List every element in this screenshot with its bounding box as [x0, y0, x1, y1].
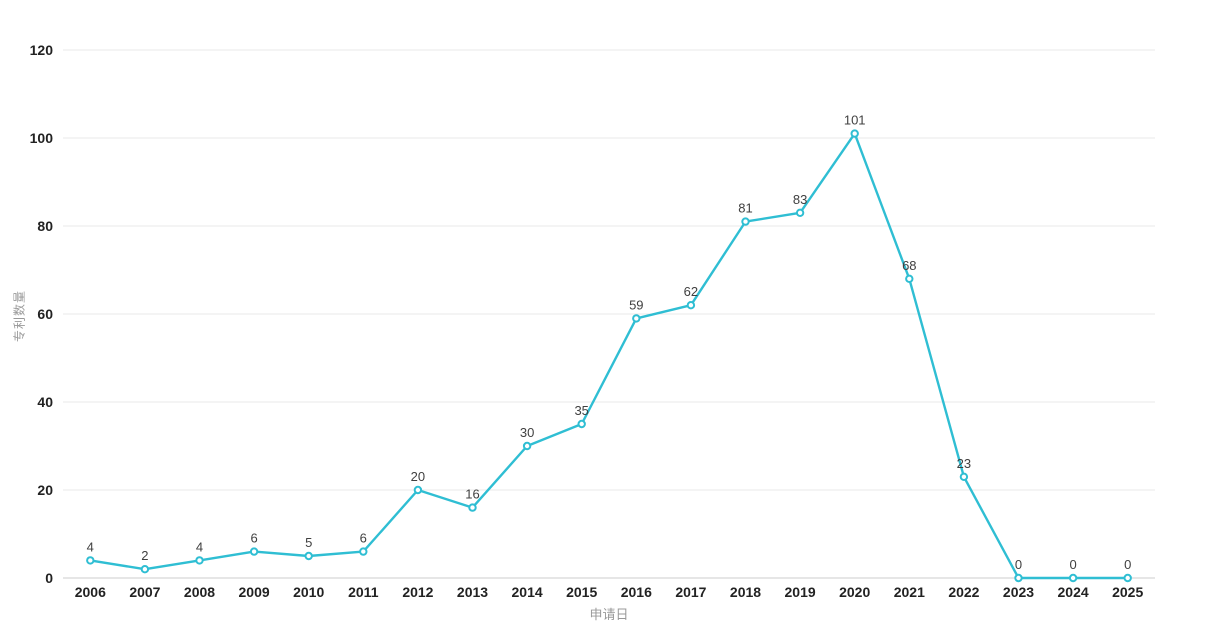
data-point-label: 81 [738, 201, 752, 216]
data-point-label: 23 [957, 456, 971, 471]
data-point-marker[interactable] [686, 301, 696, 310]
data-point-marker[interactable] [905, 274, 914, 283]
x-tick-label: 2018 [730, 584, 761, 600]
x-tick-label: 2011 [348, 584, 379, 600]
data-point-label: 5 [305, 535, 312, 550]
data-point-label: 6 [250, 531, 257, 546]
x-tick-label: 2022 [948, 584, 979, 600]
x-tick-label: 2021 [894, 584, 925, 600]
x-tick-label: 2017 [675, 584, 706, 600]
x-tick-label: 2009 [239, 584, 270, 600]
x-tick-label: 2024 [1058, 584, 1089, 600]
data-point-label: 62 [684, 284, 698, 299]
data-point-marker[interactable] [140, 565, 150, 574]
trend-line [89, 132, 1129, 580]
x-tick-label: 2010 [293, 584, 324, 600]
data-point-marker[interactable] [959, 472, 969, 481]
y-tick-label: 20 [37, 482, 53, 498]
data-point-marker[interactable] [468, 503, 477, 512]
data-point-label: 4 [196, 539, 203, 554]
data-point-label: 16 [465, 487, 479, 502]
data-point-marker[interactable] [850, 129, 859, 138]
data-point-marker[interactable] [359, 547, 368, 556]
x-tick-label: 2014 [512, 584, 543, 600]
data-point-marker[interactable] [413, 485, 423, 495]
x-tick-label: 2025 [1112, 584, 1143, 600]
data-point-marker[interactable] [249, 547, 259, 556]
x-tick-label: 2008 [184, 584, 215, 600]
data-point-marker[interactable] [522, 441, 532, 451]
data-point-marker[interactable] [195, 556, 204, 565]
data-point-label: 0 [1124, 557, 1131, 572]
data-point-label: 68 [902, 258, 916, 273]
data-point-marker[interactable] [1123, 573, 1132, 583]
data-point-label: 35 [574, 403, 588, 418]
x-tick-label: 2023 [1003, 584, 1034, 600]
data-point-label: 20 [411, 469, 425, 484]
y-axis-title: 专利数量 [12, 289, 27, 343]
y-tick-label: 60 [37, 306, 53, 322]
data-point-label: 0 [1069, 557, 1076, 572]
data-point-marker[interactable] [1014, 573, 1023, 583]
data-point-label: 101 [844, 113, 866, 128]
data-point-marker[interactable] [86, 556, 95, 565]
y-tick-label: 40 [37, 394, 53, 410]
y-tick-label: 100 [30, 130, 54, 146]
x-tick-label: 2019 [785, 584, 816, 600]
x-axis-title: 申请日 [589, 607, 629, 622]
x-tick-label: 2012 [402, 584, 433, 600]
data-point-label: 59 [629, 297, 643, 312]
data-point-marker[interactable] [1068, 573, 1078, 583]
data-point-label: 4 [87, 539, 94, 554]
x-tick-label: 2007 [129, 584, 160, 600]
x-tick-label: 2016 [621, 584, 652, 600]
data-point-marker[interactable] [304, 551, 313, 561]
x-tick-label: 2006 [75, 584, 106, 600]
x-tick-label: 2013 [457, 584, 488, 600]
x-tick-label: 2020 [839, 584, 870, 600]
data-point-marker[interactable] [795, 208, 805, 218]
y-tick-label: 0 [45, 570, 53, 586]
data-point-label: 2 [141, 548, 148, 563]
data-point-marker[interactable] [632, 314, 641, 323]
data-point-label: 6 [360, 531, 367, 546]
data-point-label: 0 [1015, 557, 1022, 572]
data-point-label: 83 [793, 192, 807, 207]
x-tick-label: 2015 [566, 584, 597, 600]
data-point-label: 30 [520, 425, 534, 440]
y-tick-label: 120 [30, 42, 54, 58]
y-tick-label: 80 [37, 218, 53, 234]
data-point-marker[interactable] [577, 419, 586, 429]
data-point-marker[interactable] [741, 217, 750, 226]
